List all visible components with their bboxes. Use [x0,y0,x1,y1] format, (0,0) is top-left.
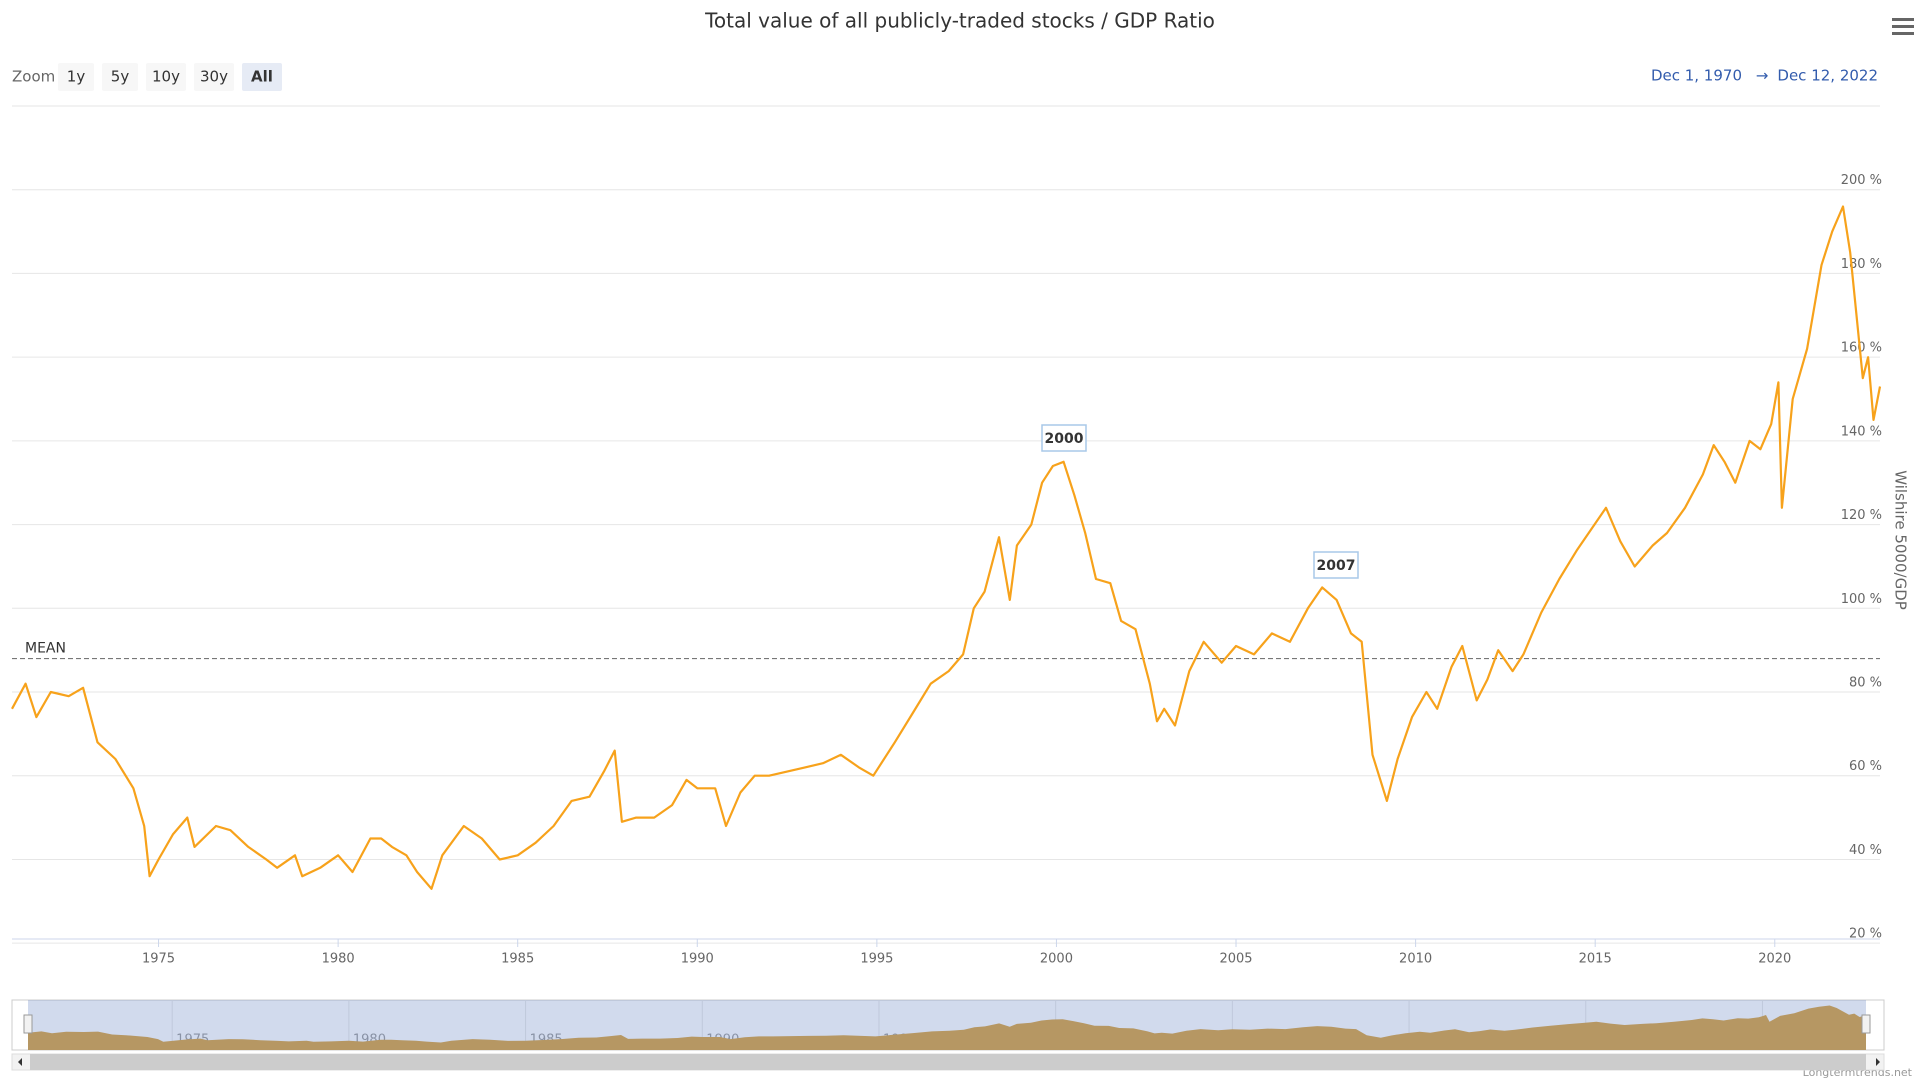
x-tick-label: 2010 [1399,952,1432,967]
zoom-button[interactable]: All [242,63,282,91]
x-tick-label: 1985 [501,952,534,967]
zoom-button-label: 1y [67,68,86,86]
zoom-button-bg [242,63,282,91]
x-tick-label: 1980 [322,952,355,967]
zoom-button[interactable]: 1y [58,63,94,91]
x-tick-label: 2005 [1219,952,1252,967]
zoom-button-label: 30y [200,68,228,86]
y-tick-label: 120 % [1841,508,1882,523]
range-arrow: → [1756,67,1769,85]
y-tick-label: 180 % [1841,257,1882,272]
y-tick-label: 160 % [1841,341,1882,356]
scrollbar-arrow-right[interactable] [1876,1058,1880,1066]
x-tick-label: 1990 [681,952,714,967]
y-tick-label: 80 % [1849,676,1882,691]
zoom-button-label: 10y [152,68,180,86]
scrollbar-arrow-left[interactable] [18,1058,22,1066]
zoom-label: Zoom [12,68,55,86]
zoom-button[interactable]: 10y [146,63,186,91]
y-tick-label: 60 % [1849,759,1882,774]
menu-button[interactable] [1892,18,1914,35]
zoom-button-bg [102,63,138,91]
zoom-button-label: 5y [111,68,130,86]
zoom-button[interactable]: 30y [194,63,234,91]
menu-bar [1892,25,1914,28]
zoom-button-label: All [251,68,273,86]
annotation-box [1313,551,1359,579]
menu-bar [1892,18,1914,21]
x-tick-label: 2020 [1758,952,1791,967]
navigator-mask [28,1000,1866,1050]
data-line [11,205,1882,890]
x-tick-label: 2000 [1040,952,1073,967]
range-to[interactable]: Dec 12, 2022 [1777,67,1878,85]
y-axis-title: Wilshire 5000/GDP [1892,470,1910,610]
x-tick-label: 1975 [142,952,175,967]
scrollbar-thumb[interactable] [30,1054,1866,1070]
x-tick-label: 2015 [1579,952,1612,967]
y-tick-label: 20 % [1849,927,1882,942]
annotation-label: 2000 [1045,431,1084,447]
zoom-button[interactable]: 5y [102,63,138,91]
y-tick-label: 200 % [1841,173,1882,188]
zoom-button-bg [146,63,186,91]
navigator-handle[interactable] [23,1014,33,1034]
x-tick-label: 1995 [860,952,893,967]
chart-title: Total value of all publicly-traded stock… [704,9,1215,33]
y-tick-label: 140 % [1841,424,1882,439]
mean-label: MEAN [25,641,66,657]
menu-bar [1892,32,1914,35]
annotation-box [1041,424,1087,452]
range-from[interactable]: Dec 1, 1970 [1651,67,1742,85]
zoom-button-bg [194,63,234,91]
zoom-button-bg [58,63,94,91]
annotation-label: 2007 [1317,558,1356,574]
navigator-handle[interactable] [1861,1014,1871,1034]
navigator-area [28,1005,1866,1050]
y-tick-label: 40 % [1849,843,1882,858]
y-tick-label: 100 % [1841,592,1882,607]
